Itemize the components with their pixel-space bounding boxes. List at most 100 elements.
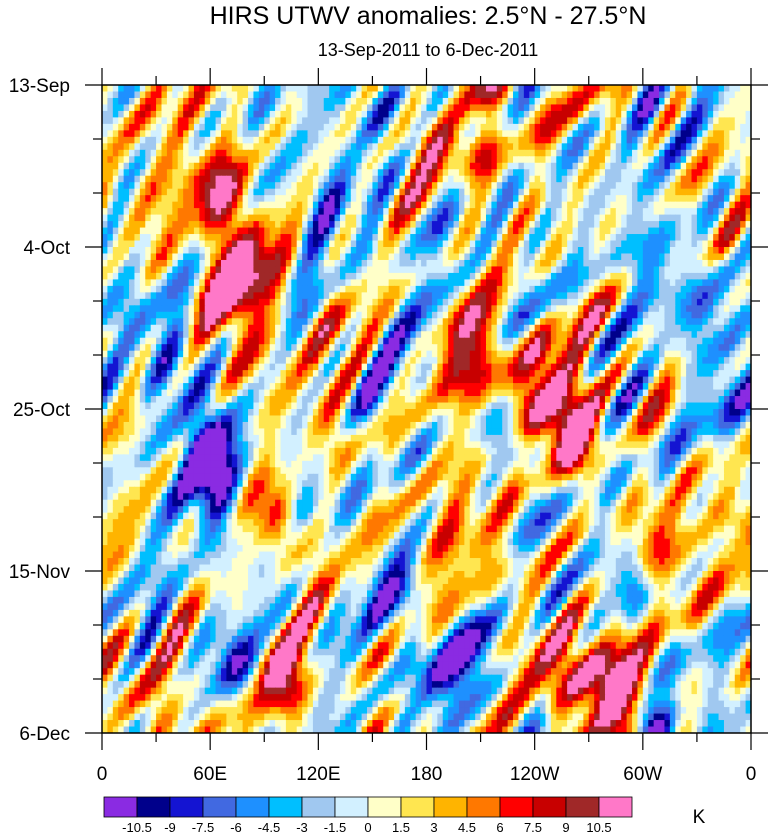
field-cell (139, 188, 146, 196)
field-cell (431, 253, 438, 261)
field-cell (302, 318, 309, 326)
field-cell (594, 272, 601, 280)
field-cell (215, 259, 222, 268)
field-cell (139, 195, 146, 203)
field-cell (134, 188, 141, 196)
field-cell (469, 162, 476, 170)
field-cell (161, 240, 168, 248)
field-cell (626, 337, 633, 345)
field-cell (442, 149, 449, 157)
field-cell (210, 234, 217, 242)
field-cell (696, 130, 703, 138)
field-cell (469, 292, 476, 300)
field-cell (323, 234, 330, 242)
field-cell (193, 344, 200, 352)
field-cell (437, 253, 444, 261)
anomaly-field (102, 85, 751, 733)
field-cell (248, 175, 255, 183)
field-cell (415, 85, 422, 93)
field-cell (112, 201, 119, 209)
field-cell (258, 104, 265, 112)
field-cell (388, 156, 395, 164)
field-cell (696, 279, 703, 287)
field-cell (745, 104, 751, 112)
field-cell (567, 149, 574, 157)
field-cell (307, 259, 314, 268)
field-cell (399, 104, 406, 112)
field-cell (237, 169, 244, 177)
field-cell (626, 104, 633, 112)
field-cell (123, 285, 130, 293)
field-cell (437, 221, 444, 229)
field-cell (231, 272, 238, 280)
field-cell (648, 272, 655, 280)
field-cell (718, 123, 725, 131)
field-cell (437, 305, 444, 313)
field-cell (534, 272, 541, 280)
field-cell (577, 266, 584, 274)
field-cell (231, 110, 238, 118)
field-cell (632, 234, 639, 242)
field-cell (356, 201, 363, 209)
field-cell (253, 221, 260, 229)
field-cell (356, 169, 363, 177)
field-cell (204, 208, 211, 216)
field-cell (691, 85, 698, 93)
field-cell (285, 331, 292, 339)
field-cell (491, 91, 498, 99)
field-cell (177, 337, 184, 345)
field-cell (318, 85, 325, 93)
field-cell (561, 272, 568, 280)
field-cell (702, 123, 709, 131)
field-cell (204, 344, 211, 352)
field-cell (702, 136, 709, 144)
field-cell (253, 143, 260, 151)
field-cell (691, 130, 698, 138)
field-cell (150, 344, 157, 352)
field-cell (377, 324, 384, 332)
field-cell (280, 272, 287, 280)
field-cell (653, 266, 660, 274)
field-cell (193, 247, 200, 255)
field-cell (675, 240, 682, 248)
field-cell (415, 143, 422, 151)
field-cell (129, 344, 136, 352)
field-cell (280, 227, 287, 235)
field-cell (139, 285, 146, 293)
field-cell (220, 259, 227, 268)
field-cell (723, 91, 730, 99)
field-cell (442, 104, 449, 112)
field-cell (215, 240, 222, 248)
field-cell (415, 285, 422, 293)
field-cell (177, 117, 184, 125)
field-cell (442, 110, 449, 118)
field-cell (253, 110, 260, 118)
field-cell (594, 162, 601, 170)
field-cell (421, 214, 428, 222)
field-cell (632, 201, 639, 209)
field-cell (529, 266, 536, 274)
field-cell (583, 324, 590, 332)
field-cell (745, 234, 751, 242)
field-cell (253, 156, 260, 164)
field-cell (188, 214, 195, 222)
field-cell (161, 279, 168, 287)
field-cell (437, 208, 444, 216)
field-cell (588, 175, 595, 183)
field-cell (161, 188, 168, 196)
field-cell (707, 104, 714, 112)
field-cell (675, 169, 682, 177)
field-cell (280, 201, 287, 209)
field-cell (307, 136, 314, 144)
field-cell (377, 208, 384, 216)
field-cell (361, 123, 368, 131)
field-cell (713, 266, 720, 274)
field-cell (323, 130, 330, 138)
field-cell (691, 292, 698, 300)
field-cell (729, 221, 736, 229)
field-cell (183, 350, 190, 358)
field-cell (383, 136, 390, 144)
field-cell (545, 311, 552, 319)
field-cell (329, 188, 336, 196)
field-cell (437, 97, 444, 106)
